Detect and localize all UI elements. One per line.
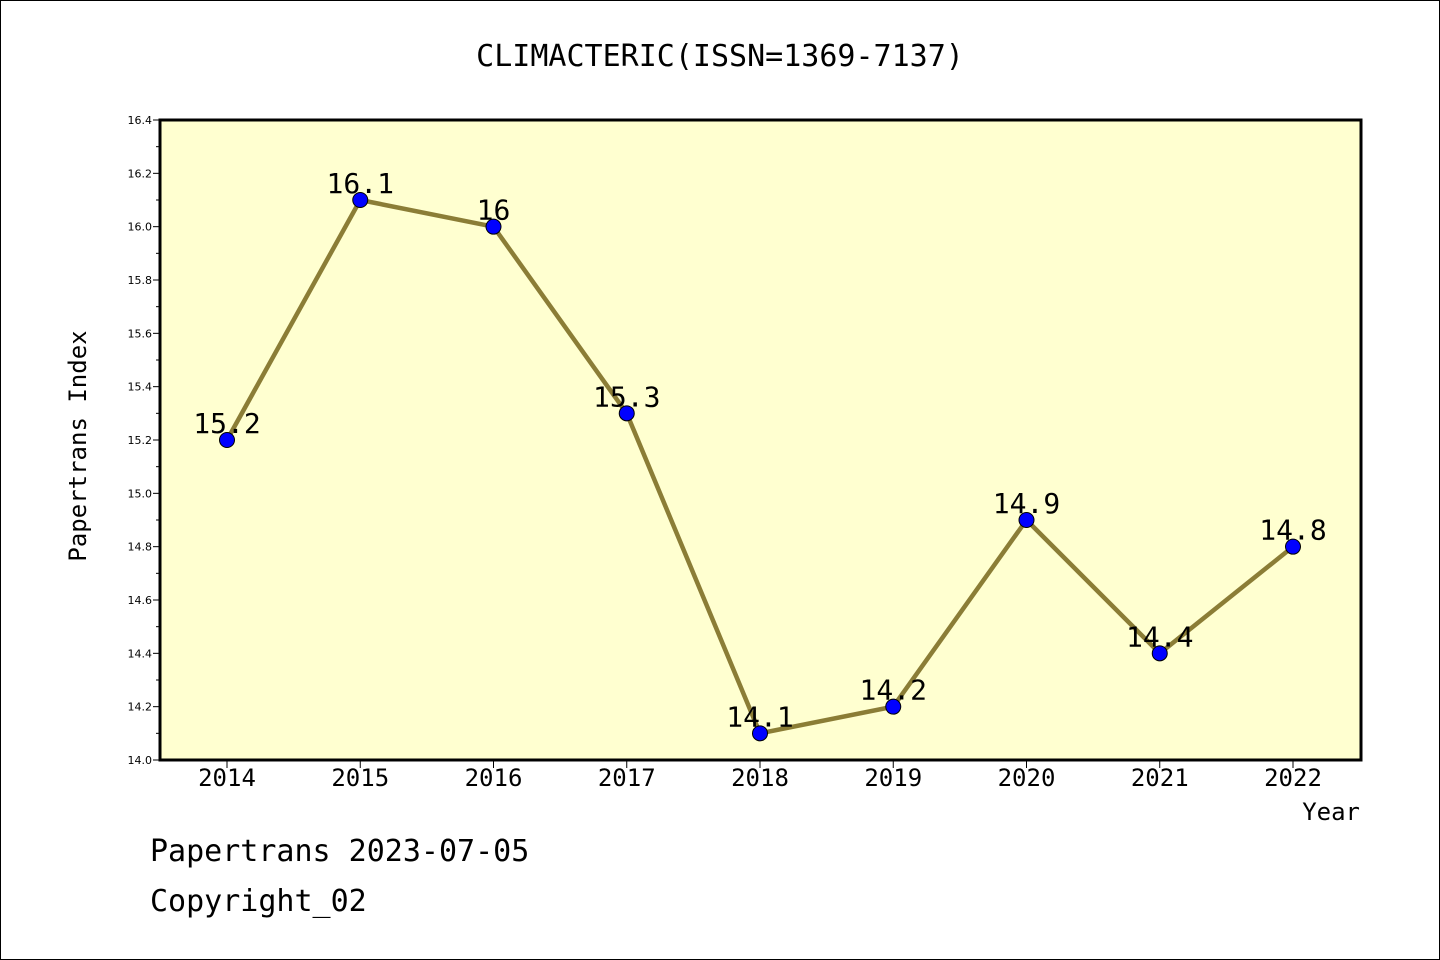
plot-border: [158, 118, 1363, 762]
footer-copyright: Copyright_02: [150, 884, 367, 919]
data-label: 15.2: [193, 407, 260, 440]
y-tick-label: 16.0: [128, 221, 153, 234]
x-tick-label: 2016: [465, 764, 523, 792]
y-tick-label: 14.0: [128, 754, 153, 767]
data-label: 14.4: [1126, 620, 1193, 653]
data-point: [752, 725, 768, 742]
data-point: [1018, 512, 1035, 528]
data-point: [219, 432, 235, 448]
y-axis-label: Papertrans Index: [64, 330, 92, 561]
y-axis: 14.0 14.2 14.4 14.6 14.8 15.0 15.2 15.4 15.6 15.8…: [128, 114, 160, 767]
y-tick-label: 15.6: [128, 327, 153, 340]
x-tick-label: 2022: [1264, 764, 1322, 792]
y-tick-label: 15.8: [128, 274, 153, 287]
y-tick-label: 14.4: [128, 647, 153, 660]
y-tick-label: 14.8: [128, 541, 153, 554]
y-tick-label: 14.2: [128, 701, 153, 714]
footer-date-line: Papertrans 2023-07-05: [150, 834, 530, 869]
data-labels: 15.2 16.1 16 15.3 14.1 14.2 14.9 14.4 14.8: [193, 167, 1326, 733]
data-label: 16: [477, 194, 511, 227]
x-tick-label: 2018: [731, 764, 789, 792]
data-label: 14.8: [1259, 514, 1326, 547]
chart-title: CLIMACTERIC(ISSN=1369-7137): [476, 39, 964, 74]
x-tick-label: 2021: [1131, 764, 1189, 792]
data-point: [352, 192, 369, 208]
data-point: [485, 218, 502, 235]
y-tick-label: 15.4: [128, 381, 153, 394]
y-tick-label: 15.0: [128, 487, 153, 500]
data-points: [219, 192, 1301, 742]
y-tick-label: 15.2: [128, 434, 153, 447]
data-point: [885, 698, 902, 715]
data-label: 14.1: [726, 700, 793, 733]
data-point: [1285, 538, 1301, 555]
data-label: 14.9: [993, 487, 1060, 520]
data-label: 14.2: [860, 674, 927, 707]
x-tick-label: 2019: [864, 764, 922, 792]
x-axis: 2014 2015 2016 2017 2018 2019 2020 2021 2022: [198, 760, 1322, 792]
plot-area: [160, 120, 1361, 760]
x-tick-label: 2020: [998, 764, 1056, 792]
y-tick-label: 16.4: [128, 114, 153, 127]
x-tick-label: 2014: [198, 764, 256, 792]
y-tick-label: 14.6: [128, 594, 153, 607]
x-tick-label: 2015: [331, 764, 389, 792]
data-point: [1151, 645, 1168, 662]
data-label: 15.3: [593, 380, 660, 413]
x-tick-label: 2017: [598, 764, 656, 792]
x-axis-label: Year: [1302, 798, 1360, 826]
data-point: [618, 405, 635, 422]
y-tick-label: 16.2: [128, 167, 153, 180]
data-label: 16.1: [327, 167, 394, 200]
